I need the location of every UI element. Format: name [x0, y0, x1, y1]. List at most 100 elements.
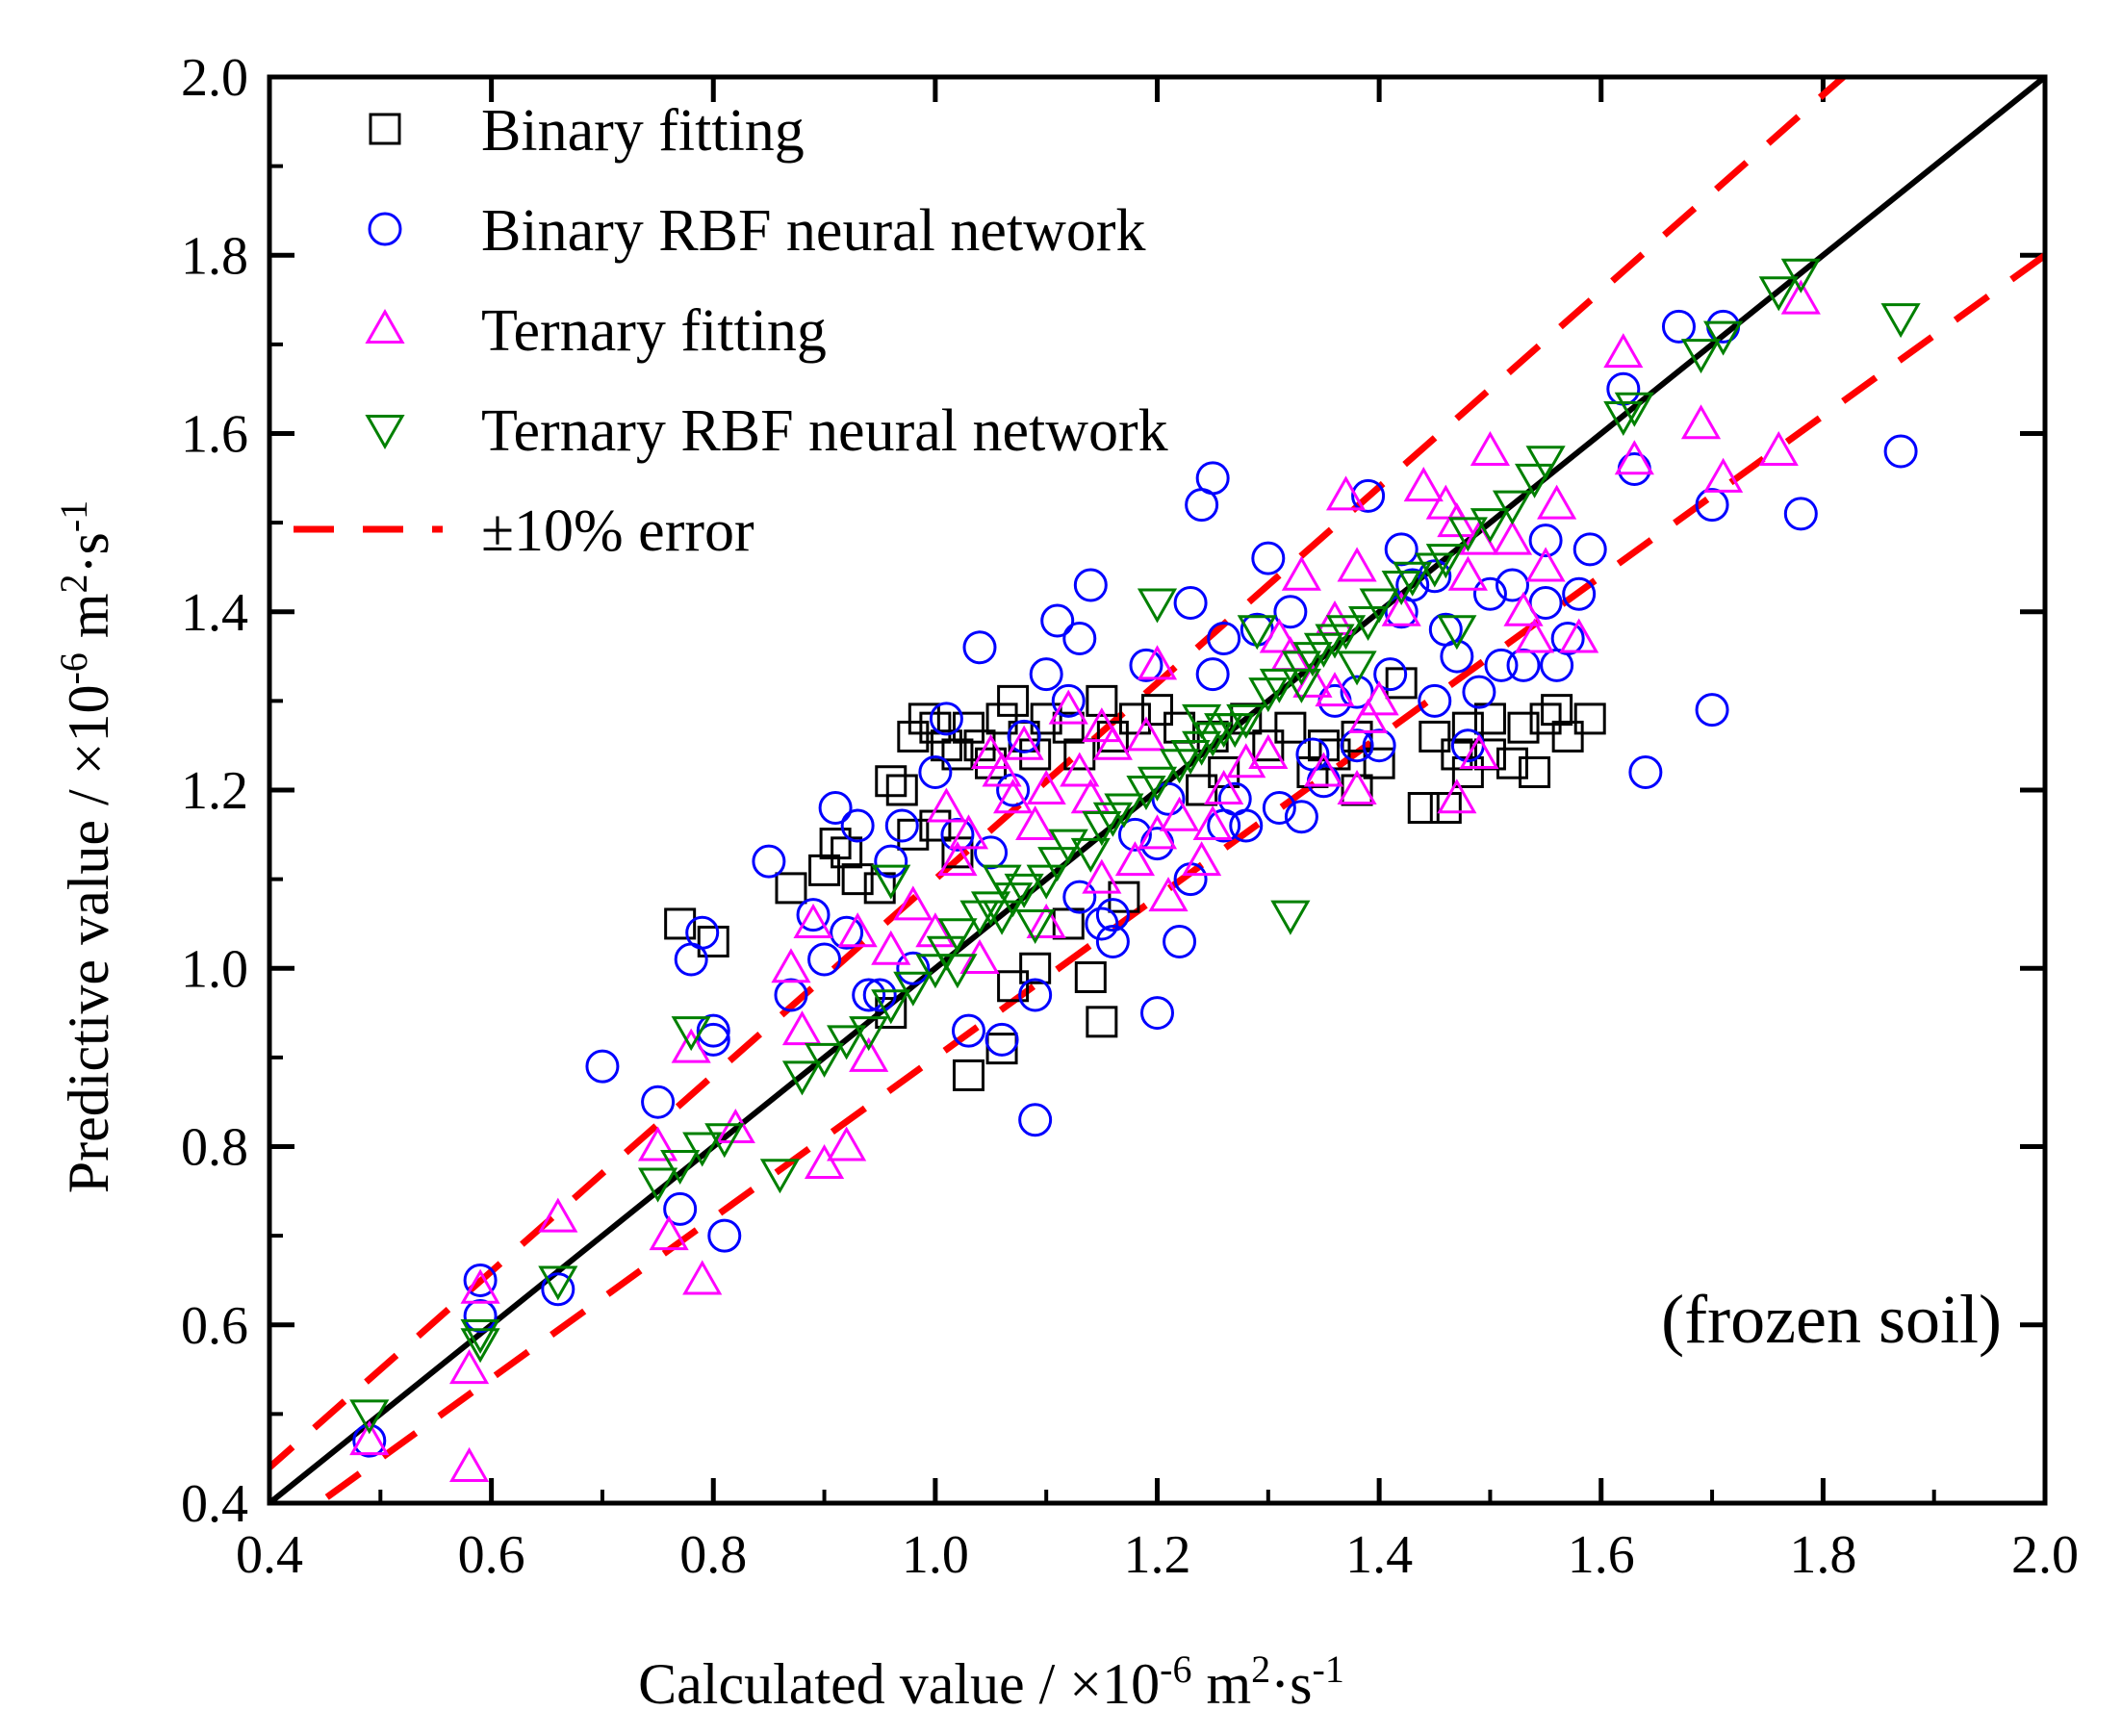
- data-point-triangle-up: [1525, 547, 1566, 582]
- y-axis-label-main: Predictive value / ×10: [57, 684, 120, 1193]
- data-point-triangle-up: [1381, 591, 1421, 626]
- data-point-triangle-up: [1437, 502, 1477, 538]
- data-point-circle: [1095, 898, 1130, 932]
- data-point-square: [819, 828, 852, 860]
- data-point-triangle-down: [893, 971, 933, 1007]
- data-point-square: [1541, 694, 1573, 727]
- y-tick-label: 1.8: [181, 226, 248, 286]
- data-point-circle: [1040, 603, 1075, 638]
- data-point-square: [997, 970, 1030, 1003]
- data-point-triangle-down: [1425, 544, 1466, 579]
- data-point-triangle-down: [660, 1150, 701, 1186]
- y-axis-label-unit-b: ·s: [57, 532, 120, 574]
- data-point-circle: [463, 1263, 498, 1297]
- data-point-square: [1096, 720, 1129, 753]
- data-point-triangle-up: [1015, 805, 1056, 841]
- data-point-triangle-down: [671, 1016, 711, 1052]
- data-point-circle: [585, 1049, 620, 1084]
- data-point-square: [952, 1059, 984, 1091]
- data-point-circle: [774, 978, 808, 1012]
- data-point-triangle-up: [715, 1108, 755, 1143]
- data-point-square: [1019, 738, 1052, 771]
- data-point-triangle-up: [1325, 475, 1367, 511]
- data-point-triangle-up: [1082, 858, 1122, 894]
- data-point-circle: [796, 898, 831, 932]
- data-point-circle: [974, 835, 1009, 870]
- x-tick-label: 1.4: [1345, 1525, 1413, 1585]
- data-point-square: [1507, 711, 1540, 744]
- data-point-square: [941, 738, 974, 771]
- data-point-square: [952, 711, 984, 744]
- legend-label: Binary RBF neural network: [481, 198, 1146, 264]
- data-point-square: [985, 1033, 1018, 1065]
- data-point-triangle-down: [1015, 908, 1056, 944]
- data-point-triangle-up: [1492, 520, 1533, 555]
- x-tick-label: 0.8: [679, 1525, 747, 1585]
- data-point-triangle-up: [1447, 555, 1488, 591]
- data-point-triangle-up: [448, 1349, 490, 1385]
- data-point-triangle-up: [837, 912, 878, 948]
- data-point-square: [897, 720, 930, 753]
- data-point-circle: [1195, 657, 1230, 692]
- data-point-triangle-down: [937, 954, 978, 989]
- data-point-circle: [1351, 478, 1386, 513]
- data-point-circle: [1550, 622, 1585, 656]
- x-tick-label: 1.0: [902, 1525, 969, 1585]
- data-point-triangle-up: [1004, 725, 1044, 760]
- data-point-triangle-down: [1048, 829, 1088, 864]
- data-point-circle: [896, 951, 931, 985]
- data-point-square: [1385, 667, 1418, 700]
- data-point-circle: [1362, 728, 1396, 763]
- data-point-circle: [984, 1022, 1019, 1057]
- data-point-triangle-down: [1780, 258, 1821, 294]
- data-point-triangle-down: [1182, 703, 1222, 739]
- legend-marker-triangle-up: [365, 308, 405, 344]
- data-point-triangle-down: [682, 1132, 723, 1167]
- data-point-square: [1419, 720, 1451, 753]
- data-point-triangle-down: [1214, 713, 1255, 749]
- data-point-circle: [1617, 452, 1651, 487]
- data-point-triangle-down: [1393, 561, 1433, 597]
- y-tick-label: 0.4: [181, 1474, 248, 1534]
- data-point-triangle-up: [1603, 333, 1644, 369]
- data-point-circle: [1484, 648, 1519, 682]
- data-point-triangle-down: [1614, 392, 1654, 427]
- y-axis-label: Predictive value / ×10-6 m2·s-1: [52, 500, 120, 1193]
- data-point-circle: [1783, 497, 1818, 531]
- data-point-square: [1030, 702, 1062, 735]
- data-point-triangle-down: [1525, 446, 1566, 481]
- data-point-triangle-up: [671, 1028, 711, 1063]
- series-triangle-down: [349, 258, 1921, 1435]
- data-point-triangle-up: [1281, 555, 1321, 591]
- y-axis-label-unit-a: m: [57, 593, 120, 652]
- x-axis-label-unit-b-exp: -1: [1313, 1647, 1344, 1691]
- data-point-triangle-up: [1315, 672, 1355, 707]
- x-tick-label: 0.4: [236, 1525, 303, 1585]
- data-point-square: [1551, 720, 1584, 753]
- data-point-triangle-down: [804, 1042, 845, 1078]
- data-point-triangle-up: [460, 1268, 500, 1304]
- legend-label: Ternary fitting: [481, 298, 827, 364]
- data-point-triangle-up: [1537, 484, 1577, 520]
- data-point-circle: [962, 630, 997, 665]
- data-point-triangle-down: [970, 891, 1011, 927]
- data-point-triangle-down: [1680, 339, 1722, 374]
- data-point-square: [1074, 961, 1107, 994]
- data-point-square: [1063, 738, 1096, 771]
- data-point-triangle-up: [1425, 484, 1466, 520]
- y-tick-label: 1.0: [181, 939, 248, 999]
- data-point-triangle-up: [1758, 431, 1799, 467]
- data-point-triangle-down: [1137, 766, 1178, 802]
- data-point-square: [875, 765, 908, 798]
- data-point-triangle-down: [1237, 615, 1277, 651]
- data-point-triangle-up: [982, 752, 1022, 787]
- data-point-square: [1407, 792, 1440, 825]
- data-point-square: [875, 997, 908, 1030]
- data-point-triangle-down: [1758, 276, 1799, 312]
- data-point-circle: [696, 1013, 730, 1048]
- data-point-circle: [1173, 585, 1208, 620]
- data-point-circle: [1373, 657, 1408, 692]
- data-point-square: [997, 684, 1030, 717]
- data-point-circle: [1129, 648, 1163, 682]
- data-point-circle: [852, 978, 886, 1012]
